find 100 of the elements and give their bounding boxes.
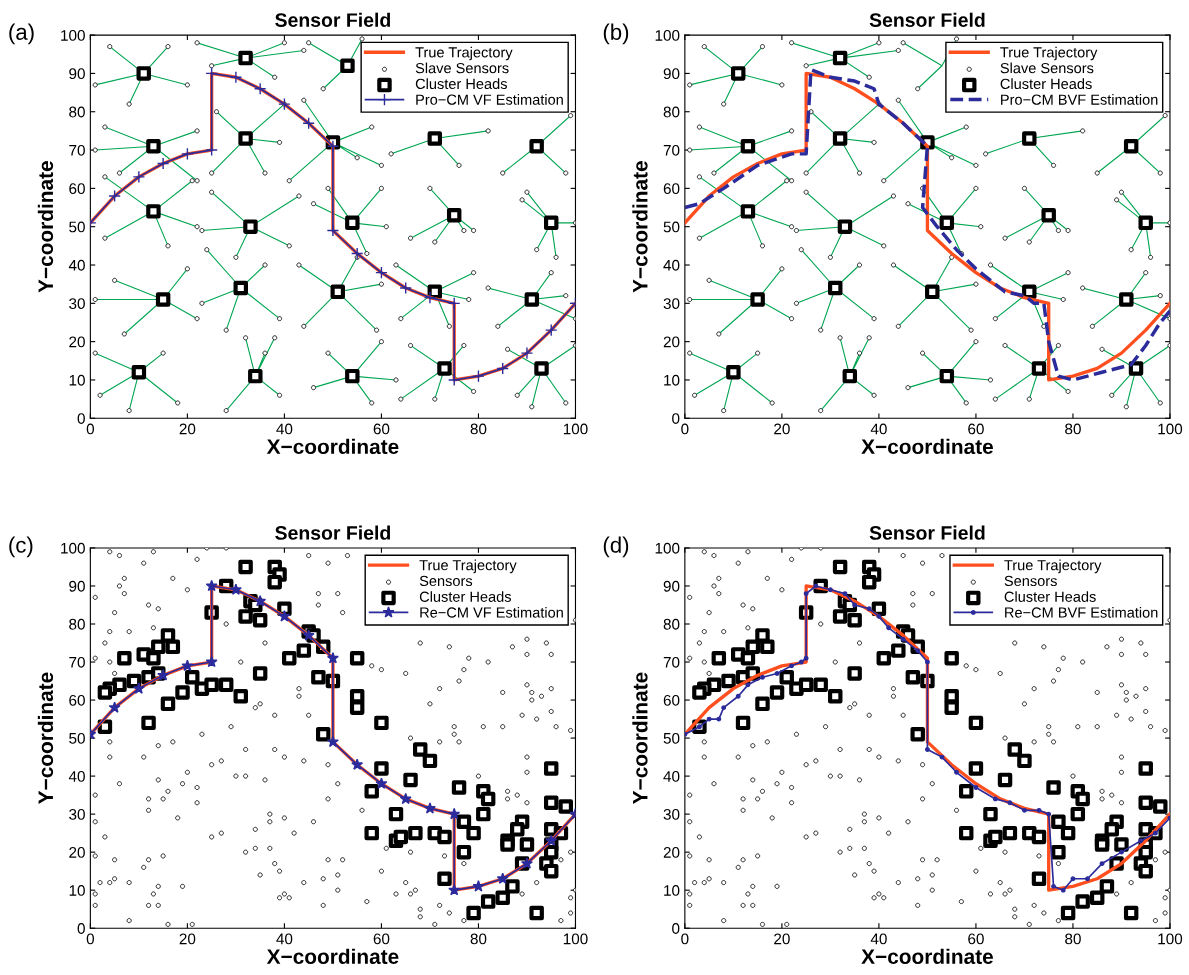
y-tick-label: 10 [69, 885, 85, 896]
legend-label: Sensors [1004, 575, 1057, 587]
chart-title: Sensor Field [275, 12, 390, 27]
y-tick-label: 0 [77, 923, 85, 934]
legend-label: Slave Sensors [415, 62, 509, 74]
y-axis-title: Y−coordinate [37, 161, 54, 293]
x-tick-label: 80 [1065, 933, 1081, 945]
legend-label: Slave Sensors [1000, 62, 1094, 74]
y-tick-label: 70 [663, 656, 680, 668]
x-tick-label: 80 [470, 933, 487, 945]
x-tick-label: 60 [968, 423, 984, 435]
y-tick-label: 100 [61, 542, 85, 554]
y-axis-title: Y−coordinate [632, 672, 648, 804]
text: (d) [603, 536, 629, 558]
x-axis-title: X−coordinate [266, 438, 399, 455]
x-tick-label: 60 [373, 423, 390, 435]
legend-label: Pro−CM VF Estimation [416, 94, 563, 105]
x-tick-label: 100 [563, 933, 588, 945]
chart-title: Sensor Field [275, 525, 390, 540]
x-tick-label: 20 [179, 933, 196, 945]
x-tick-label: 40 [276, 423, 293, 435]
legend-label: Pro−CM BVF Estimation [1001, 94, 1158, 105]
y-tick-label: 80 [663, 106, 680, 118]
x-tick-label: 40 [276, 933, 293, 945]
x-tick-label: 20 [774, 423, 790, 435]
x-tick-label: 60 [968, 933, 984, 945]
y-tick-label: 20 [663, 847, 680, 858]
y-tick-label: 60 [663, 183, 680, 195]
y-tick-label: 30 [69, 808, 85, 820]
legend-label: Sensors [419, 575, 473, 587]
text: (b) [603, 23, 629, 45]
legend-label: Cluster Heads [1000, 78, 1092, 90]
y-tick-label: 100 [655, 542, 680, 554]
x-tick-label: 40 [870, 933, 887, 945]
y-tick-label: 80 [663, 618, 680, 630]
y-tick-label: 50 [663, 732, 680, 744]
y-tick-label: 40 [68, 770, 85, 782]
y-tick-label: 70 [69, 144, 85, 156]
y-tick-label: 0 [672, 413, 680, 424]
text: (a) [9, 23, 34, 45]
x-axis-title: X−coordinate [861, 948, 993, 964]
legend-label: Cluster Heads [1004, 591, 1096, 602]
y-tick-label: 90 [663, 580, 680, 592]
legend-label: True Trajectory [1004, 559, 1102, 574]
y-tick-label: 50 [69, 732, 85, 744]
y-tick-label: 10 [69, 374, 85, 386]
y-tick-label: 30 [663, 298, 680, 310]
y-tick-label: 20 [663, 336, 680, 348]
legend-label: Re−CM BVF Estimation [1005, 606, 1158, 618]
x-tick-label: 0 [681, 423, 689, 435]
y-tick-label: 30 [69, 298, 85, 310]
y-tick-label: 60 [69, 694, 85, 706]
y-tick-label: 60 [69, 183, 85, 195]
y-tick-label: 70 [663, 144, 680, 156]
legend-label: True Trajectory [419, 559, 517, 574]
legend-label: True Trajectory [1000, 46, 1098, 61]
x-tick-label: 80 [470, 423, 487, 435]
y-axis-title: Y−coordinate [632, 161, 648, 293]
y-tick-label: 100 [61, 29, 85, 41]
y-tick-label: 70 [69, 656, 85, 668]
y-tick-label: 60 [663, 694, 680, 706]
x-tick-label: 20 [774, 933, 790, 945]
y-tick-label: 10 [664, 885, 680, 896]
y-tick-label: 90 [69, 580, 85, 592]
y-tick-label: 80 [69, 618, 85, 630]
x-tick-label: 100 [1158, 423, 1183, 435]
x-tick-label: 0 [86, 933, 95, 945]
chart-title: Sensor Field [869, 12, 985, 27]
y-tick-label: 20 [69, 847, 85, 858]
y-axis-title: Y−coordinate [37, 672, 54, 804]
x-tick-label: 20 [179, 423, 196, 435]
x-tick-label: 40 [870, 423, 887, 435]
legend-label: Re−CM VF Estimation [420, 606, 563, 618]
legend-label: Cluster Heads [419, 591, 512, 602]
chart-title: Sensor Field [869, 525, 985, 540]
y-tick-label: 0 [672, 923, 680, 934]
y-tick-label: 30 [663, 808, 680, 820]
y-tick-label: 40 [663, 259, 680, 271]
x-tick-label: 0 [681, 933, 689, 945]
x-axis-title: X−coordinate [266, 948, 399, 964]
y-tick-label: 90 [69, 68, 85, 80]
y-tick-label: 20 [69, 336, 85, 348]
x-axis-title: X−coordinate [861, 438, 993, 455]
legend-label: True Trajectory [415, 46, 513, 61]
legend-label: Cluster Heads [415, 78, 507, 90]
y-tick-label: 40 [663, 770, 680, 782]
x-tick-label: 60 [373, 933, 390, 945]
y-tick-label: 10 [664, 374, 680, 386]
text: (c) [9, 536, 33, 558]
x-tick-label: 100 [1158, 933, 1183, 945]
y-tick-label: 50 [69, 221, 85, 233]
y-tick-label: 100 [655, 29, 680, 41]
x-tick-label: 80 [1065, 423, 1081, 435]
x-tick-label: 0 [86, 423, 95, 435]
y-tick-label: 0 [77, 413, 85, 424]
y-tick-label: 90 [663, 68, 680, 80]
y-tick-label: 50 [663, 221, 680, 233]
x-tick-label: 100 [563, 423, 588, 435]
y-tick-label: 80 [69, 106, 85, 118]
y-tick-label: 40 [68, 259, 85, 271]
